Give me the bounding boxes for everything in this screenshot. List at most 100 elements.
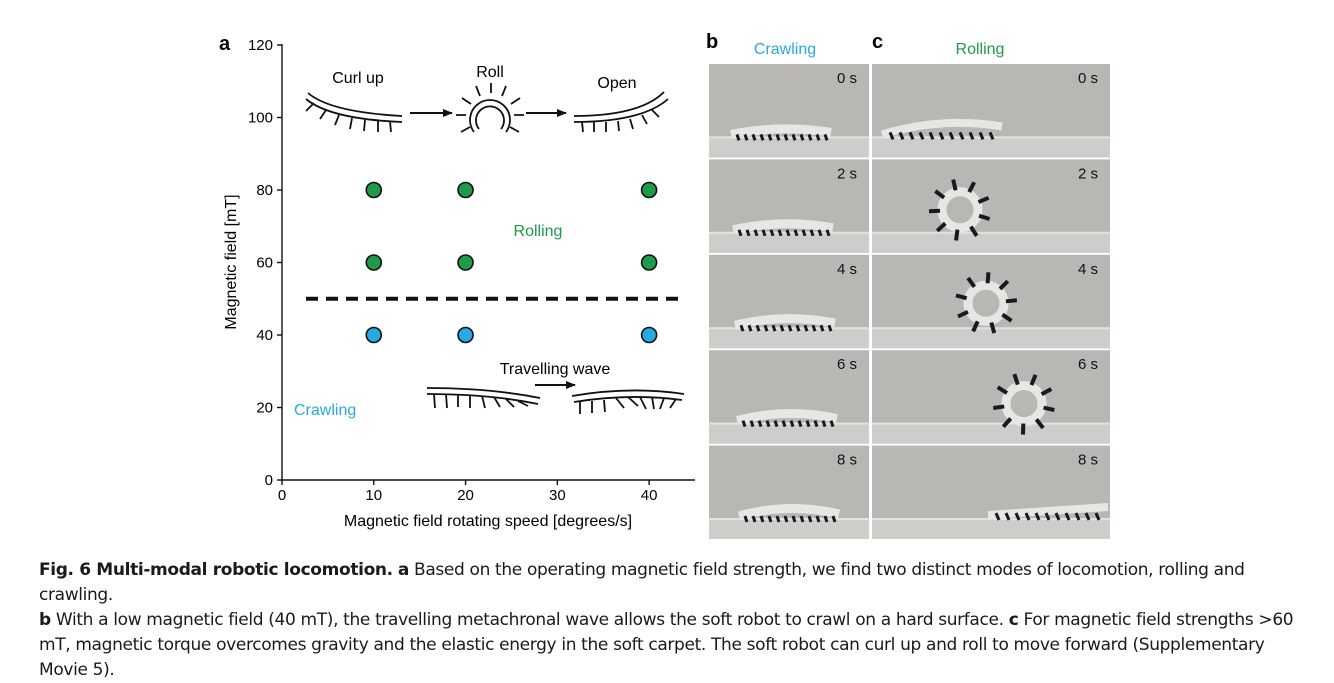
frame-surface [872,328,1110,348]
robot-leg [769,134,771,140]
video-frame: 4 s [872,255,1110,348]
panel-a-letter: a [219,33,231,55]
data-point [642,255,657,270]
robot-leg [803,230,805,236]
robot-leg [787,230,789,236]
open-robot-drawing [574,92,668,132]
robot-leg [993,406,1004,408]
robot-leg [737,134,739,140]
robot-leg [773,325,775,331]
frame-surface [709,328,869,348]
robot-leg [825,516,827,522]
robot-leg [831,421,833,427]
frame-time-label: 4 s [837,261,857,278]
frame-surface [709,519,869,539]
frame-time-label: 8 s [1078,452,1098,469]
robot-leg [739,230,741,236]
robot-leg [991,322,994,333]
frame-time-label: 0 s [837,70,857,87]
caption-b-label: b [39,610,51,630]
frame-time-label: 6 s [837,356,857,373]
video-frame: 0 s [709,64,869,157]
robot-leg [771,230,773,236]
y-tick-label: 100 [248,110,273,127]
video-frame: 2 s [709,159,869,252]
data-points [366,183,656,343]
travelling-wave-schematic: Travelling wave [427,361,684,414]
x-tick-label: 40 [641,487,658,504]
frame-time-label: 2 s [837,165,857,182]
robot-leg [751,421,753,427]
data-point [366,183,381,198]
caption-a-label: a [398,560,409,580]
robot-leg [789,325,791,331]
robot-leg [956,295,967,298]
wave-robot-drawing-1 [427,388,540,408]
robot-leg [775,421,777,427]
robot-leg [761,134,763,140]
video-frame: 8 s [872,446,1110,539]
travelling-wave-label: Travelling wave [500,361,611,378]
roll-robot-drawing [456,83,524,132]
robot-leg [821,325,823,331]
robot-leg [833,516,835,522]
robot-leg [813,325,815,331]
robot-leg [811,230,813,236]
robot-leg [1044,408,1055,410]
x-tick-label: 0 [278,487,286,504]
robot-leg [807,421,809,427]
rolling-region-label: Rolling [514,223,563,240]
panel-c-title: Rolling [956,41,1005,58]
robot-leg [793,134,795,140]
robot-leg [767,421,769,427]
robot-leg [809,134,811,140]
y-tick-label: 120 [248,37,273,54]
robot-leg [765,325,767,331]
y-tick-label: 40 [256,327,273,344]
y-tick-label: 0 [265,472,273,489]
crawling-region-label: Crawling [294,402,356,419]
robot-leg [953,180,955,191]
video-frame: 6 s [872,350,1110,443]
data-point [366,328,381,343]
frame-surface [872,519,1110,539]
panel-c-letter: c [872,31,883,53]
panel-b: b Crawling 0 s2 s4 s6 s8 s [706,31,869,539]
robot-leg [801,134,803,140]
rolling-schematic: Curl up Roll Open [306,64,668,132]
robot-leg [956,230,957,241]
robot-leg [815,421,817,427]
video-frame: 4 s [709,255,869,348]
robot-leg [797,325,799,331]
x-tick-label: 10 [365,487,382,504]
robot-leg [777,516,779,522]
robot-leg [805,325,807,331]
robot-leg [801,516,803,522]
robot-leg [745,134,747,140]
robot-leg [745,516,747,522]
curl-up-label: Curl up [332,70,384,87]
robot-leg [763,230,765,236]
video-frame: 0 s [872,64,1110,157]
robot-leg [825,134,827,140]
caption-b-text: With a low magnetic field (40 mT), the t… [56,610,1004,630]
panel-b-letter: b [706,31,718,53]
y-axis-label: Magnetic field [mT] [223,194,240,329]
robot-leg [793,516,795,522]
robot-leg [817,516,819,522]
open-label: Open [597,75,636,92]
robot-leg [785,516,787,522]
x-axis-label: Magnetic field rotating speed [degrees/s… [344,513,632,530]
video-frame: 2 s [872,159,1110,252]
robot-leg [755,230,757,236]
x-tick-label: 20 [457,487,474,504]
robot-leg [827,230,829,236]
robot-leg [823,421,825,427]
figure-caption: Fig. 6 Multi-modal robotic locomotion. a… [39,558,1301,683]
roll-label: Roll [476,64,504,81]
curl-up-robot-drawing [306,93,402,132]
